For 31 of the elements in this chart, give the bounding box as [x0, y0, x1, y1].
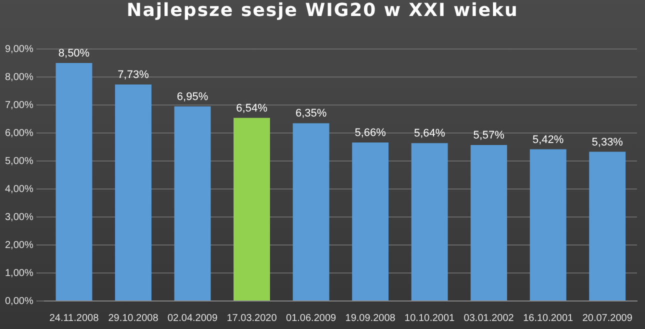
x-tick-label: 29.10.2008 [108, 312, 159, 324]
data-label: 6,95% [176, 90, 208, 103]
y-tick-label: 1,00% [4, 268, 34, 279]
x-tick-label: 01.06.2009 [286, 312, 336, 324]
y-tick-label: 6,00% [4, 128, 34, 139]
y-tick-label: 4,00% [4, 184, 34, 195]
x-tick-label: 24.11.2008 [49, 312, 100, 324]
y-tick-label: 9,00% [4, 44, 34, 55]
data-label: 7,73% [118, 69, 150, 82]
data-label: 5,66% [354, 127, 386, 140]
y-tick-label: 8,00% [4, 72, 34, 83]
y-tick-label: 5,00% [4, 156, 34, 167]
y-tick-label: 0,00% [4, 296, 34, 307]
x-tick-label: 19.09.2008 [345, 312, 396, 324]
data-label: 5,42% [532, 134, 564, 146]
data-label: 5,64% [414, 128, 446, 140]
x-tick-label: 20.07.2009 [582, 312, 633, 324]
data-label: 5,33% [592, 136, 624, 148]
chart-title: Najlepsze sesje WIG20 w XXI wieku [126, 0, 520, 23]
x-tick-label: 10.10.2001 [404, 312, 456, 324]
x-tick-label: 17.03.2020 [226, 312, 278, 324]
x-tick-label: 02.04.2009 [167, 312, 218, 324]
data-label: 5,57% [473, 130, 505, 142]
data-label: 8,50% [58, 48, 90, 60]
y-tick-label: 3,00% [4, 212, 34, 223]
data-label: 6,54% [236, 102, 268, 114]
y-tick-label: 7,00% [4, 100, 34, 111]
data-label: 6,35% [295, 108, 327, 120]
x-tick-label: 16.10.2001 [523, 312, 574, 324]
x-tick-label: 03.01.2002 [464, 312, 514, 324]
y-tick-label: 2,00% [4, 240, 34, 251]
